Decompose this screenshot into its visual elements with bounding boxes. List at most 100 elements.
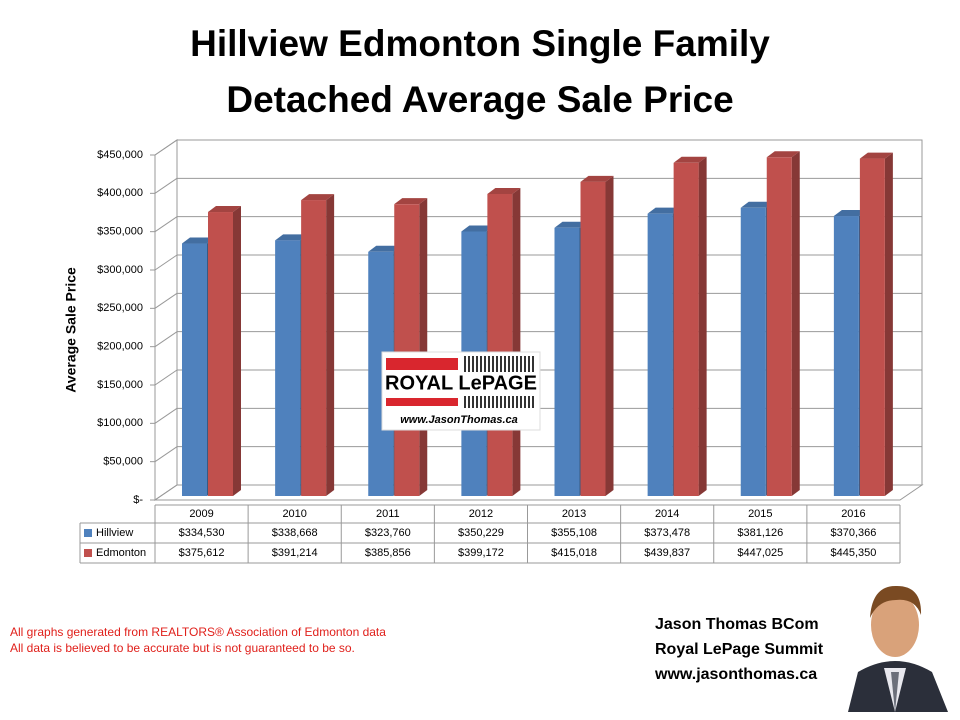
bar-top [580,175,614,182]
photo-face [871,593,919,657]
legend-swatch [84,549,92,557]
photo [848,585,948,712]
grid-line-side [154,484,178,501]
grid-line-side [154,331,178,348]
bar-top [182,237,215,244]
bar-side [884,152,893,496]
logo-url: www.JasonThomas.ca [400,414,518,426]
bar-side [698,156,707,496]
photo-tie [891,672,899,712]
y-tick-label: $- [133,494,143,506]
logo-brand: ROYAL LePAGE [385,372,537,394]
bar [554,227,580,496]
bar-top [766,151,800,158]
signature: Royal LePage Summit [655,641,824,658]
bar-top [673,156,707,163]
table-value: $373,478 [644,527,690,539]
grid-line-side [154,407,178,424]
chart-title: Hillview Edmonton Single Family Detached… [190,23,770,120]
bar [766,157,792,497]
note: All data is believed to be accurate but … [10,641,355,655]
y-tick-label: $300,000 [97,264,143,276]
bar [580,181,606,497]
bar-top [647,207,681,214]
logo-stripes [462,396,536,408]
y-tick-label: $50,000 [103,456,143,468]
bar-top [301,194,335,201]
grid-line-side [154,369,178,386]
x-tick-label: 2014 [655,508,679,520]
logo: ROYAL LePAGE www.JasonThomas.ca [381,351,541,431]
logo-bar [386,358,458,370]
grid-line-side [154,177,178,194]
bar-side [791,151,800,497]
bar-side [419,198,428,496]
table-value: $399,172 [458,547,504,559]
table-value: $338,668 [272,527,318,539]
bar-top [833,210,867,217]
bar-top [368,245,402,252]
note: All graphs generated from REALTORS® Asso… [10,625,386,639]
x-tick-label: 2013 [562,508,586,520]
bar-side [605,175,614,497]
photo-hair [870,585,922,618]
grid-line-side [154,446,178,463]
y-tick-label: $450,000 [97,149,143,161]
grid-line-side [154,216,178,233]
bar [208,212,233,496]
y-tick-label: $350,000 [97,226,143,238]
x-tick-label: 2010 [282,508,306,520]
bar [394,204,420,496]
grid-line-side [154,292,178,309]
bar-top [740,201,774,208]
bar [182,243,207,496]
bar-side [326,194,335,496]
y-tick-label: $150,000 [97,379,143,391]
table-value: $375,612 [179,547,225,559]
table-value: $370,366 [830,527,876,539]
bar-top [554,221,588,228]
bar-top [487,187,521,194]
legend-swatch [84,529,92,537]
bar-side [233,206,241,496]
bar-top [859,152,893,159]
legend-label: Edmonton [96,547,146,559]
bar-top [461,225,495,232]
logo-stripes [462,356,536,372]
table-value: $323,760 [365,527,411,539]
table-value: $447,025 [737,547,783,559]
bar [859,158,885,496]
table-value: $385,856 [365,547,411,559]
grid-line-side [154,254,178,271]
table-value: $415,018 [551,547,597,559]
bar [487,193,513,496]
x-tick-label: 2015 [748,508,772,520]
bar [301,200,327,496]
table-value: $334,530 [179,527,225,539]
bar [673,162,699,496]
logo-bar [386,398,458,406]
bar-top [394,198,428,205]
table-value: $381,126 [737,527,783,539]
x-tick-label: 2016 [841,508,865,520]
table-value: $355,108 [551,527,597,539]
y-tick-label: $400,000 [97,187,143,199]
side-wall [154,139,178,501]
table-value: $439,837 [644,547,690,559]
y-axis-label: Average Sale Price [63,267,79,393]
plot: $- $50,000 $100,000 $150,000 $200,000 $250,00… [79,139,924,564]
bar [740,207,766,496]
y-tick-label: $100,000 [97,417,143,429]
bar [833,216,859,496]
bar [647,213,673,496]
y-tick-label: $250,000 [97,302,143,314]
grid-line-side [154,139,178,156]
legend-label: Hillview [96,527,133,539]
x-tick-label: 2012 [469,508,493,520]
bar [275,240,301,496]
x-tick-label: 2011 [376,508,400,520]
bar-side [512,187,521,496]
signature: www.jasonthomas.ca [654,666,817,683]
